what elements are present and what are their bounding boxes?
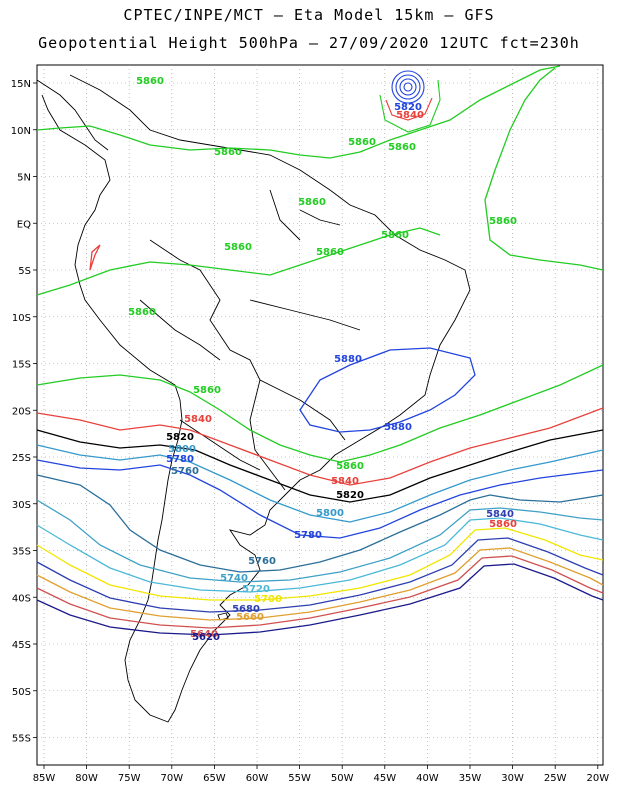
contour-label: 5700	[254, 594, 282, 605]
lon-label: 70W	[160, 773, 183, 784]
lat-label: EQ	[17, 219, 31, 230]
lon-label: 20W	[586, 773, 609, 784]
contour-label: 5860	[489, 216, 517, 227]
lon-label: 55W	[288, 773, 311, 784]
lat-label: 5S	[18, 266, 31, 277]
contour-label: 5860	[489, 519, 517, 530]
contour-label: 5860	[336, 461, 364, 472]
map-title: CPTEC/INPE/MCT – Eta Model 15km – GFS	[123, 6, 495, 24]
lat-label: 45S	[12, 640, 31, 651]
contour-label: 5780	[294, 530, 322, 541]
contour-label: 5840	[486, 509, 514, 520]
contour-label: 5880	[334, 354, 362, 365]
contour-5640	[36, 555, 604, 629]
country-borders	[139, 189, 361, 491]
lon-label: 85W	[33, 773, 56, 784]
contour-5760	[36, 474, 604, 573]
contour-label: 5860	[214, 147, 242, 158]
high-pressure-circles	[379, 70, 441, 133]
lon-label: 35W	[459, 773, 482, 784]
lon-label: 80W	[75, 773, 98, 784]
contour-label: 5860	[316, 247, 344, 258]
contour-label: 5860	[388, 142, 416, 153]
lon-label: 25W	[544, 773, 567, 784]
contour-5860-amazon	[36, 227, 441, 296]
contour-label: 5800	[168, 444, 196, 455]
contour-5720	[36, 517, 604, 593]
map-subtitle: Geopotential Height 500hPa – 27/09/2020 …	[38, 34, 580, 52]
lat-label: 25S	[12, 453, 31, 464]
contour-5860-south	[36, 364, 604, 463]
contour-5700	[36, 527, 604, 601]
axis-ticks	[33, 82, 599, 769]
coastlines	[36, 74, 471, 723]
contour-5800	[36, 444, 604, 523]
contour-label: 5820	[166, 432, 194, 443]
lat-lon-grid	[37, 65, 603, 765]
contour-label: 5760	[248, 556, 276, 567]
contour-label: 5620	[192, 632, 220, 643]
lat-label: 40S	[12, 593, 31, 604]
lat-label: 5N	[17, 173, 31, 184]
lat-label: 10S	[12, 313, 31, 324]
lat-label: 30S	[12, 500, 31, 511]
lon-label: 75W	[118, 773, 141, 784]
south-america-outline	[41, 74, 471, 723]
contour-label: 5840	[331, 476, 359, 487]
contour-labels: 5860 5860 5860 5860 5860 5860 5860 5860 5860 5860…	[128, 76, 517, 643]
contour-5860-north	[36, 65, 561, 159]
contour-label: 5740	[220, 573, 248, 584]
contour-5840	[36, 407, 604, 486]
longitude-labels: 85W 80W 75W 70W 65W 60W 55W 50W 45W 40W 35W 30W 25W 2…	[33, 773, 610, 784]
lon-label: 60W	[246, 773, 269, 784]
contour-label: 5680	[232, 604, 260, 615]
contour-label: 5860	[128, 307, 156, 318]
lat-label: 35S	[12, 547, 31, 558]
contour-5620	[36, 563, 604, 636]
contour-label: 5860	[381, 230, 409, 241]
contour-label: 5640	[190, 629, 218, 640]
contour-label: 5860	[298, 197, 326, 208]
contour-label: 5760	[171, 466, 199, 477]
contour-label: 5660	[236, 612, 264, 623]
contour-label: 5800	[316, 508, 344, 519]
contour-label: 5840	[396, 110, 424, 121]
contour-5820	[36, 429, 604, 503]
contour-label: 5820	[394, 102, 422, 113]
lat-label: 15S	[12, 360, 31, 371]
contour-label: 5860	[136, 76, 164, 87]
contour-label: 5860	[224, 242, 252, 253]
contour-label: 5720	[242, 584, 270, 595]
contour-5680	[36, 537, 604, 613]
contour-label: 5860	[193, 385, 221, 396]
contour-label: 5880	[384, 422, 412, 433]
height-contours	[36, 65, 604, 636]
lat-label: 55S	[12, 734, 31, 745]
map-frame	[36, 64, 604, 766]
lon-label: 65W	[203, 773, 226, 784]
contour-5780	[36, 459, 604, 539]
contour-5860-atlantic	[484, 67, 604, 271]
lat-label: 15N	[11, 79, 31, 90]
contour-5660	[36, 547, 604, 621]
lat-label: 20S	[12, 406, 31, 417]
contour-label: 5840	[184, 414, 212, 425]
falkland-islands	[217, 612, 229, 621]
lat-label: 10N	[11, 126, 31, 137]
contour-5740	[36, 499, 604, 583]
lon-label: 45W	[373, 773, 396, 784]
central-america	[36, 79, 109, 151]
lat-label: 50S	[12, 687, 31, 698]
lon-label: 50W	[331, 773, 354, 784]
latitude-labels: 15N 10N 5N EQ 5S 10S 15S 20S 25S 30S 35S 40S 45S 50S 5…	[11, 79, 31, 745]
lon-label: 30W	[501, 773, 524, 784]
small-contour-andes	[89, 244, 101, 271]
contour-5880	[299, 347, 476, 433]
lon-label: 40W	[416, 773, 439, 784]
contour-label: 5820	[336, 490, 364, 501]
contour-label: 5780	[166, 454, 194, 465]
contour-label: 5860	[348, 137, 376, 148]
